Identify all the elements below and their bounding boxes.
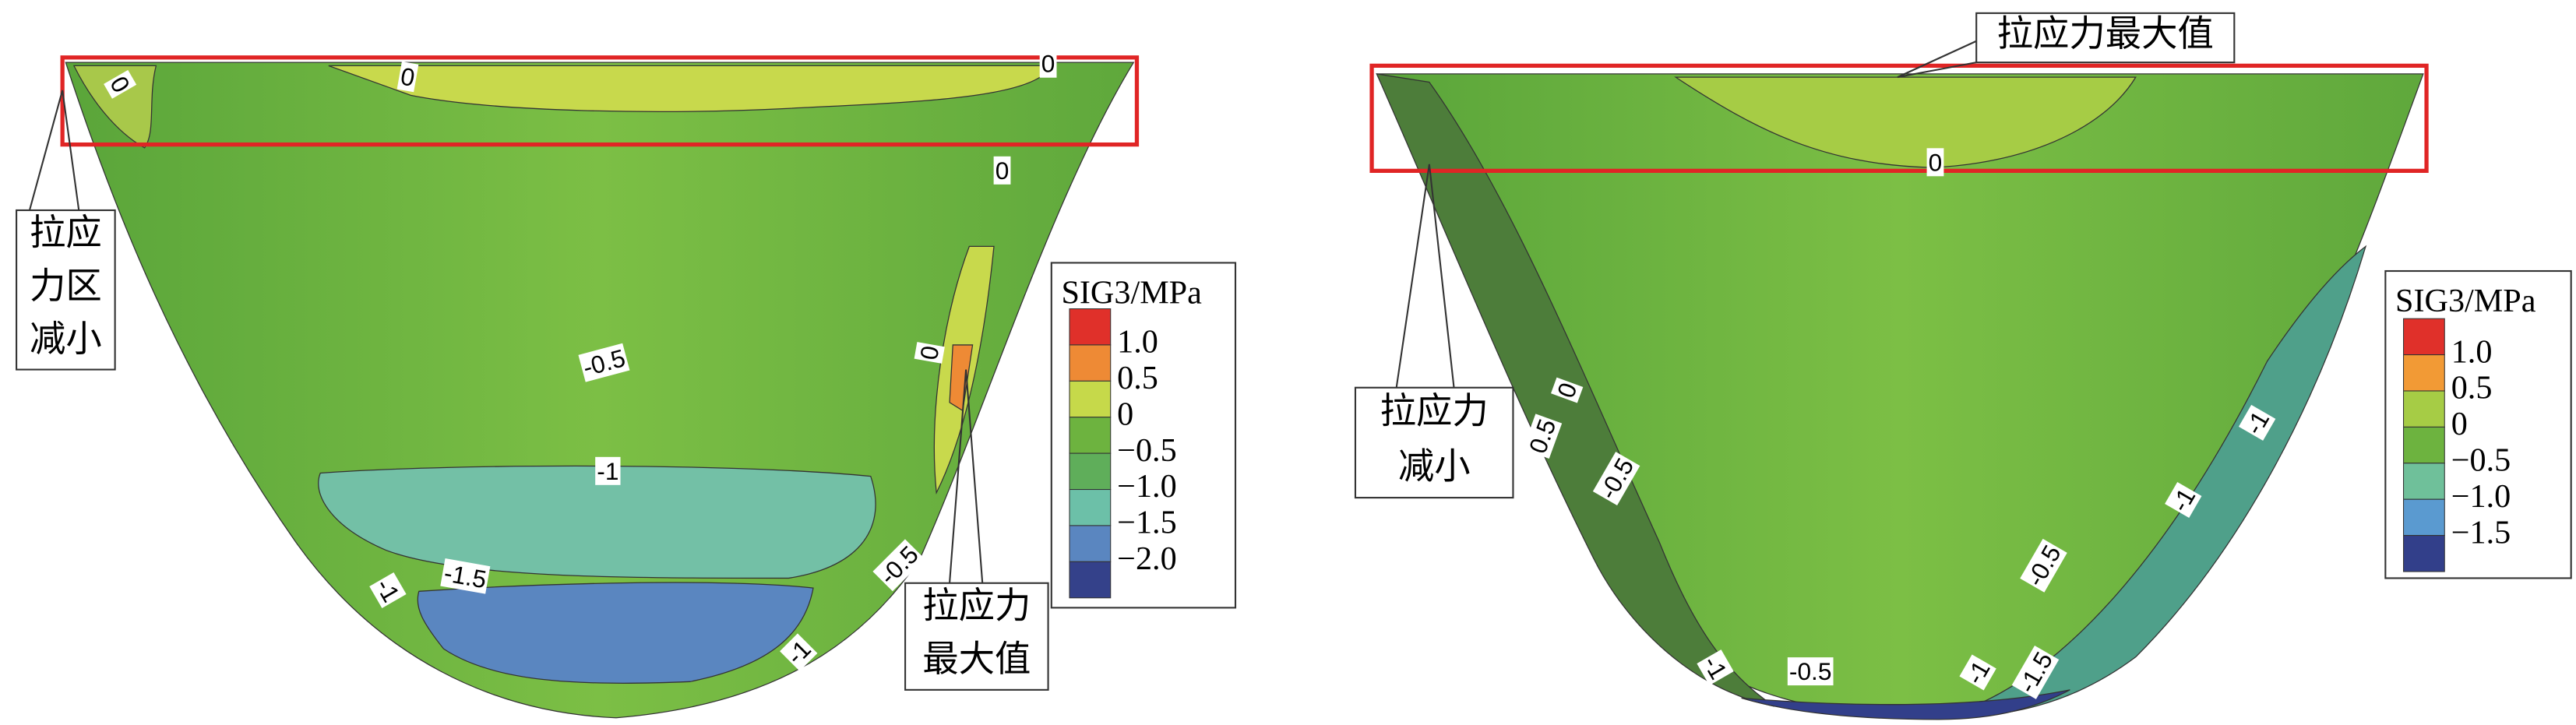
legend-swatch (2403, 535, 2445, 572)
contour-label-bg (1697, 649, 1734, 686)
contour-label-bg (1039, 49, 1057, 78)
contour-label-bg (396, 62, 419, 93)
annotation-text: 拉应 (30, 214, 102, 254)
legend-swatch (1069, 380, 1112, 418)
legend-swatch (2403, 498, 2445, 537)
annotation-text: 力区 (30, 267, 102, 307)
highlight-box (1369, 63, 2429, 173)
contour-label: 0 (399, 62, 418, 92)
legend-swatch (2403, 354, 2445, 392)
contour-label-bg (440, 558, 491, 594)
contour-label-bg (1959, 654, 1996, 691)
legend-swatch (1069, 525, 1112, 562)
contour-region (72, 65, 157, 149)
legend-swatch (1069, 452, 1112, 491)
contour-label-bg (872, 539, 925, 592)
annotation-text: 减小 (30, 320, 102, 360)
legend-label: 0.5 (2451, 370, 2493, 406)
legend-title: SIG3/MPa (2395, 283, 2536, 319)
legend-label: −1.5 (2451, 514, 2511, 551)
contour-region (318, 465, 876, 579)
annotation-box (16, 209, 116, 371)
legend-label: 0.5 (1117, 360, 1158, 396)
contour-label-bg (2238, 404, 2276, 441)
legend-swatch (2403, 390, 2445, 428)
annotation-text: 最大值 (922, 640, 1031, 680)
legend-label: −0.5 (1117, 432, 1176, 469)
contour-label-bg (595, 456, 621, 485)
contour-label: -1.5 (442, 558, 488, 593)
contour-label-bg (993, 156, 1011, 185)
legend-label: −1.5 (1117, 505, 1176, 541)
contour-label: 0 (996, 157, 1010, 185)
highlight-box (60, 55, 1140, 147)
contour-label-bg (2165, 481, 2202, 518)
annotation-text: 拉应力最大值 (1997, 15, 2214, 55)
contour-region (1741, 689, 2070, 720)
contour-label: -1 (597, 457, 618, 485)
contour-label: 0 (914, 343, 945, 362)
annotation-text: 减小 (1398, 447, 1471, 487)
legend-swatch (2403, 426, 2445, 464)
contour-label-bg (1522, 414, 1563, 459)
legend-swatch (1069, 489, 1112, 526)
annotation-box (904, 582, 1049, 691)
contour-label-bg (914, 342, 945, 364)
contour-label: 0 (1041, 50, 1055, 78)
legend-swatch (2403, 318, 2445, 356)
contour-label-bg (780, 633, 818, 671)
contour-label-bg (369, 572, 407, 608)
contour-label-bg (1551, 377, 1584, 403)
contour-region (328, 65, 1052, 112)
legend-label: 0 (2451, 406, 2468, 442)
annotation-text: 拉应力 (1380, 392, 1489, 432)
annotation-text: 拉应力 (922, 587, 1031, 627)
contour-label-bg (104, 69, 137, 99)
dam-surface (65, 62, 1135, 719)
annotation-box (1354, 386, 1514, 499)
legend-label: −1.0 (2451, 478, 2511, 515)
legend-label: 0 (1117, 396, 1133, 432)
contour-region (417, 582, 814, 685)
contour-label-bg (1592, 452, 1640, 505)
contour-label: -0.5 (1789, 657, 1831, 685)
contour-label-bg (1926, 148, 1944, 177)
contour-label: 0 (1929, 148, 1943, 176)
legend-swatch (1069, 344, 1112, 382)
legend-label: −1.0 (1117, 468, 1176, 505)
contour-label-bg (2011, 646, 2060, 699)
legend-swatch (1069, 308, 1112, 346)
contour-label-bg (578, 343, 630, 382)
legend-title: SIG3/MPa (1061, 274, 1202, 311)
legend-swatch (2403, 463, 2445, 500)
annotation-box (1975, 12, 2236, 64)
legend-label: −0.5 (2451, 442, 2511, 478)
legend-label: 1.0 (2451, 333, 2493, 370)
legend-label: −2.0 (1117, 540, 1176, 577)
legend-swatch (1069, 417, 1112, 454)
contour-label-bg (1787, 657, 1834, 686)
leader-lines (28, 40, 1977, 583)
legend-label: 1.0 (1117, 324, 1158, 361)
contour-label-bg (2020, 538, 2067, 593)
legend-swatch (1069, 561, 1112, 599)
